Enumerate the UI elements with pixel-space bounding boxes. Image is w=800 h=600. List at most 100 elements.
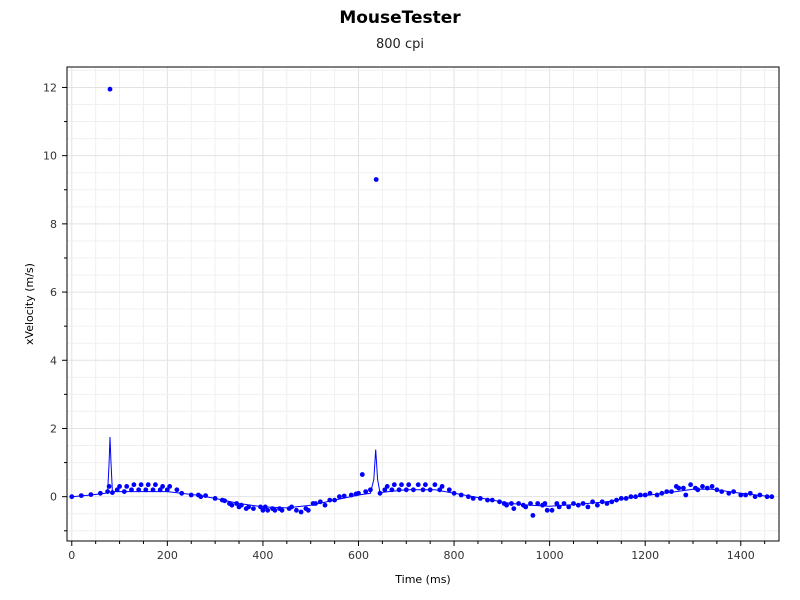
data-point (384, 484, 390, 489)
data-point (143, 487, 149, 493)
data-point (69, 494, 75, 500)
data-point (222, 498, 228, 504)
data-point (556, 504, 562, 510)
data-point (516, 501, 521, 506)
data-point (642, 492, 648, 498)
axes-layer: 0 200 400 600 800 1000 1200 1400 0 2 4 6 8 10 12 (43, 81, 766, 562)
y-tick-label: 0 (50, 491, 57, 504)
data-point (695, 487, 701, 493)
data-point (110, 490, 115, 495)
chart-subtitle: 800 cpi (376, 37, 424, 52)
data-point (530, 513, 536, 518)
data-point (427, 487, 433, 493)
data-point (669, 489, 674, 494)
data-point (389, 487, 395, 493)
data-point (198, 494, 204, 500)
data-point (131, 482, 137, 488)
data-point (337, 494, 342, 500)
data-point (599, 499, 605, 505)
data-point (114, 487, 120, 493)
data-point (396, 487, 402, 493)
data-point (313, 501, 318, 506)
data-point (107, 86, 113, 92)
chart-title: MouseTester (339, 8, 461, 28)
data-point (561, 501, 567, 506)
data-point (542, 501, 548, 506)
y-tick-label: 10 (43, 150, 57, 163)
data-point (403, 487, 409, 493)
data-point (145, 482, 151, 488)
data-point (585, 504, 591, 510)
data-point (423, 482, 428, 488)
data-point (566, 504, 572, 510)
series-line (71, 436, 772, 509)
data-point (709, 484, 715, 489)
y-tick-label: 6 (50, 286, 57, 299)
data-point (638, 492, 643, 498)
data-point (458, 492, 464, 498)
data-point (341, 493, 347, 499)
data-point (623, 496, 629, 501)
x-tick-label: 1400 (727, 549, 755, 562)
x-axis-label: Time (ms) (394, 573, 450, 586)
data-point (322, 502, 328, 508)
data-point (654, 492, 660, 498)
data-point (167, 484, 173, 489)
data-point (129, 487, 134, 493)
data-point (212, 496, 218, 501)
data-point (700, 484, 705, 489)
data-point (348, 492, 354, 498)
data-point (485, 497, 490, 503)
data-point (470, 496, 476, 501)
data-point (528, 501, 533, 506)
data-point (509, 501, 514, 506)
data-point (535, 501, 541, 506)
data-point (411, 487, 416, 493)
data-point (359, 472, 365, 477)
data-point (294, 507, 299, 513)
data-point (327, 497, 333, 503)
data-point (676, 485, 682, 491)
data-point (590, 499, 595, 505)
data-point (203, 493, 209, 498)
data-point (179, 490, 185, 496)
data-point (78, 493, 84, 498)
data-point (399, 482, 404, 488)
data-point (757, 492, 763, 498)
data-point (98, 490, 103, 496)
x-tick-label: 1000 (536, 549, 564, 562)
data-point (415, 482, 421, 488)
data-point (124, 484, 130, 489)
y-axis-label: xVelocity (m/s) (23, 263, 36, 345)
data-point (251, 506, 256, 511)
data-point (664, 489, 670, 494)
data-point (377, 490, 383, 496)
data-point (511, 506, 517, 511)
x-tick-label: 200 (157, 549, 178, 562)
data-point (188, 492, 194, 498)
data-point (575, 502, 581, 508)
data-point (160, 484, 166, 489)
data-point (683, 492, 689, 498)
data-point (437, 487, 443, 493)
data-point (580, 501, 586, 506)
data-point (595, 502, 600, 508)
data-point (628, 494, 634, 500)
data-point (157, 487, 163, 493)
data-point (289, 504, 294, 510)
data-point (764, 494, 770, 500)
data-point (229, 502, 235, 508)
data-point (704, 485, 710, 491)
data-point (305, 507, 311, 513)
data-point (719, 489, 725, 494)
data-point (743, 492, 748, 498)
data-point (150, 487, 156, 493)
series-layer (69, 86, 775, 518)
data-point (489, 497, 495, 503)
data-point (523, 504, 529, 510)
data-point (714, 487, 720, 493)
plot-area (66, 66, 780, 542)
data-point (363, 489, 369, 494)
data-point (420, 487, 426, 493)
